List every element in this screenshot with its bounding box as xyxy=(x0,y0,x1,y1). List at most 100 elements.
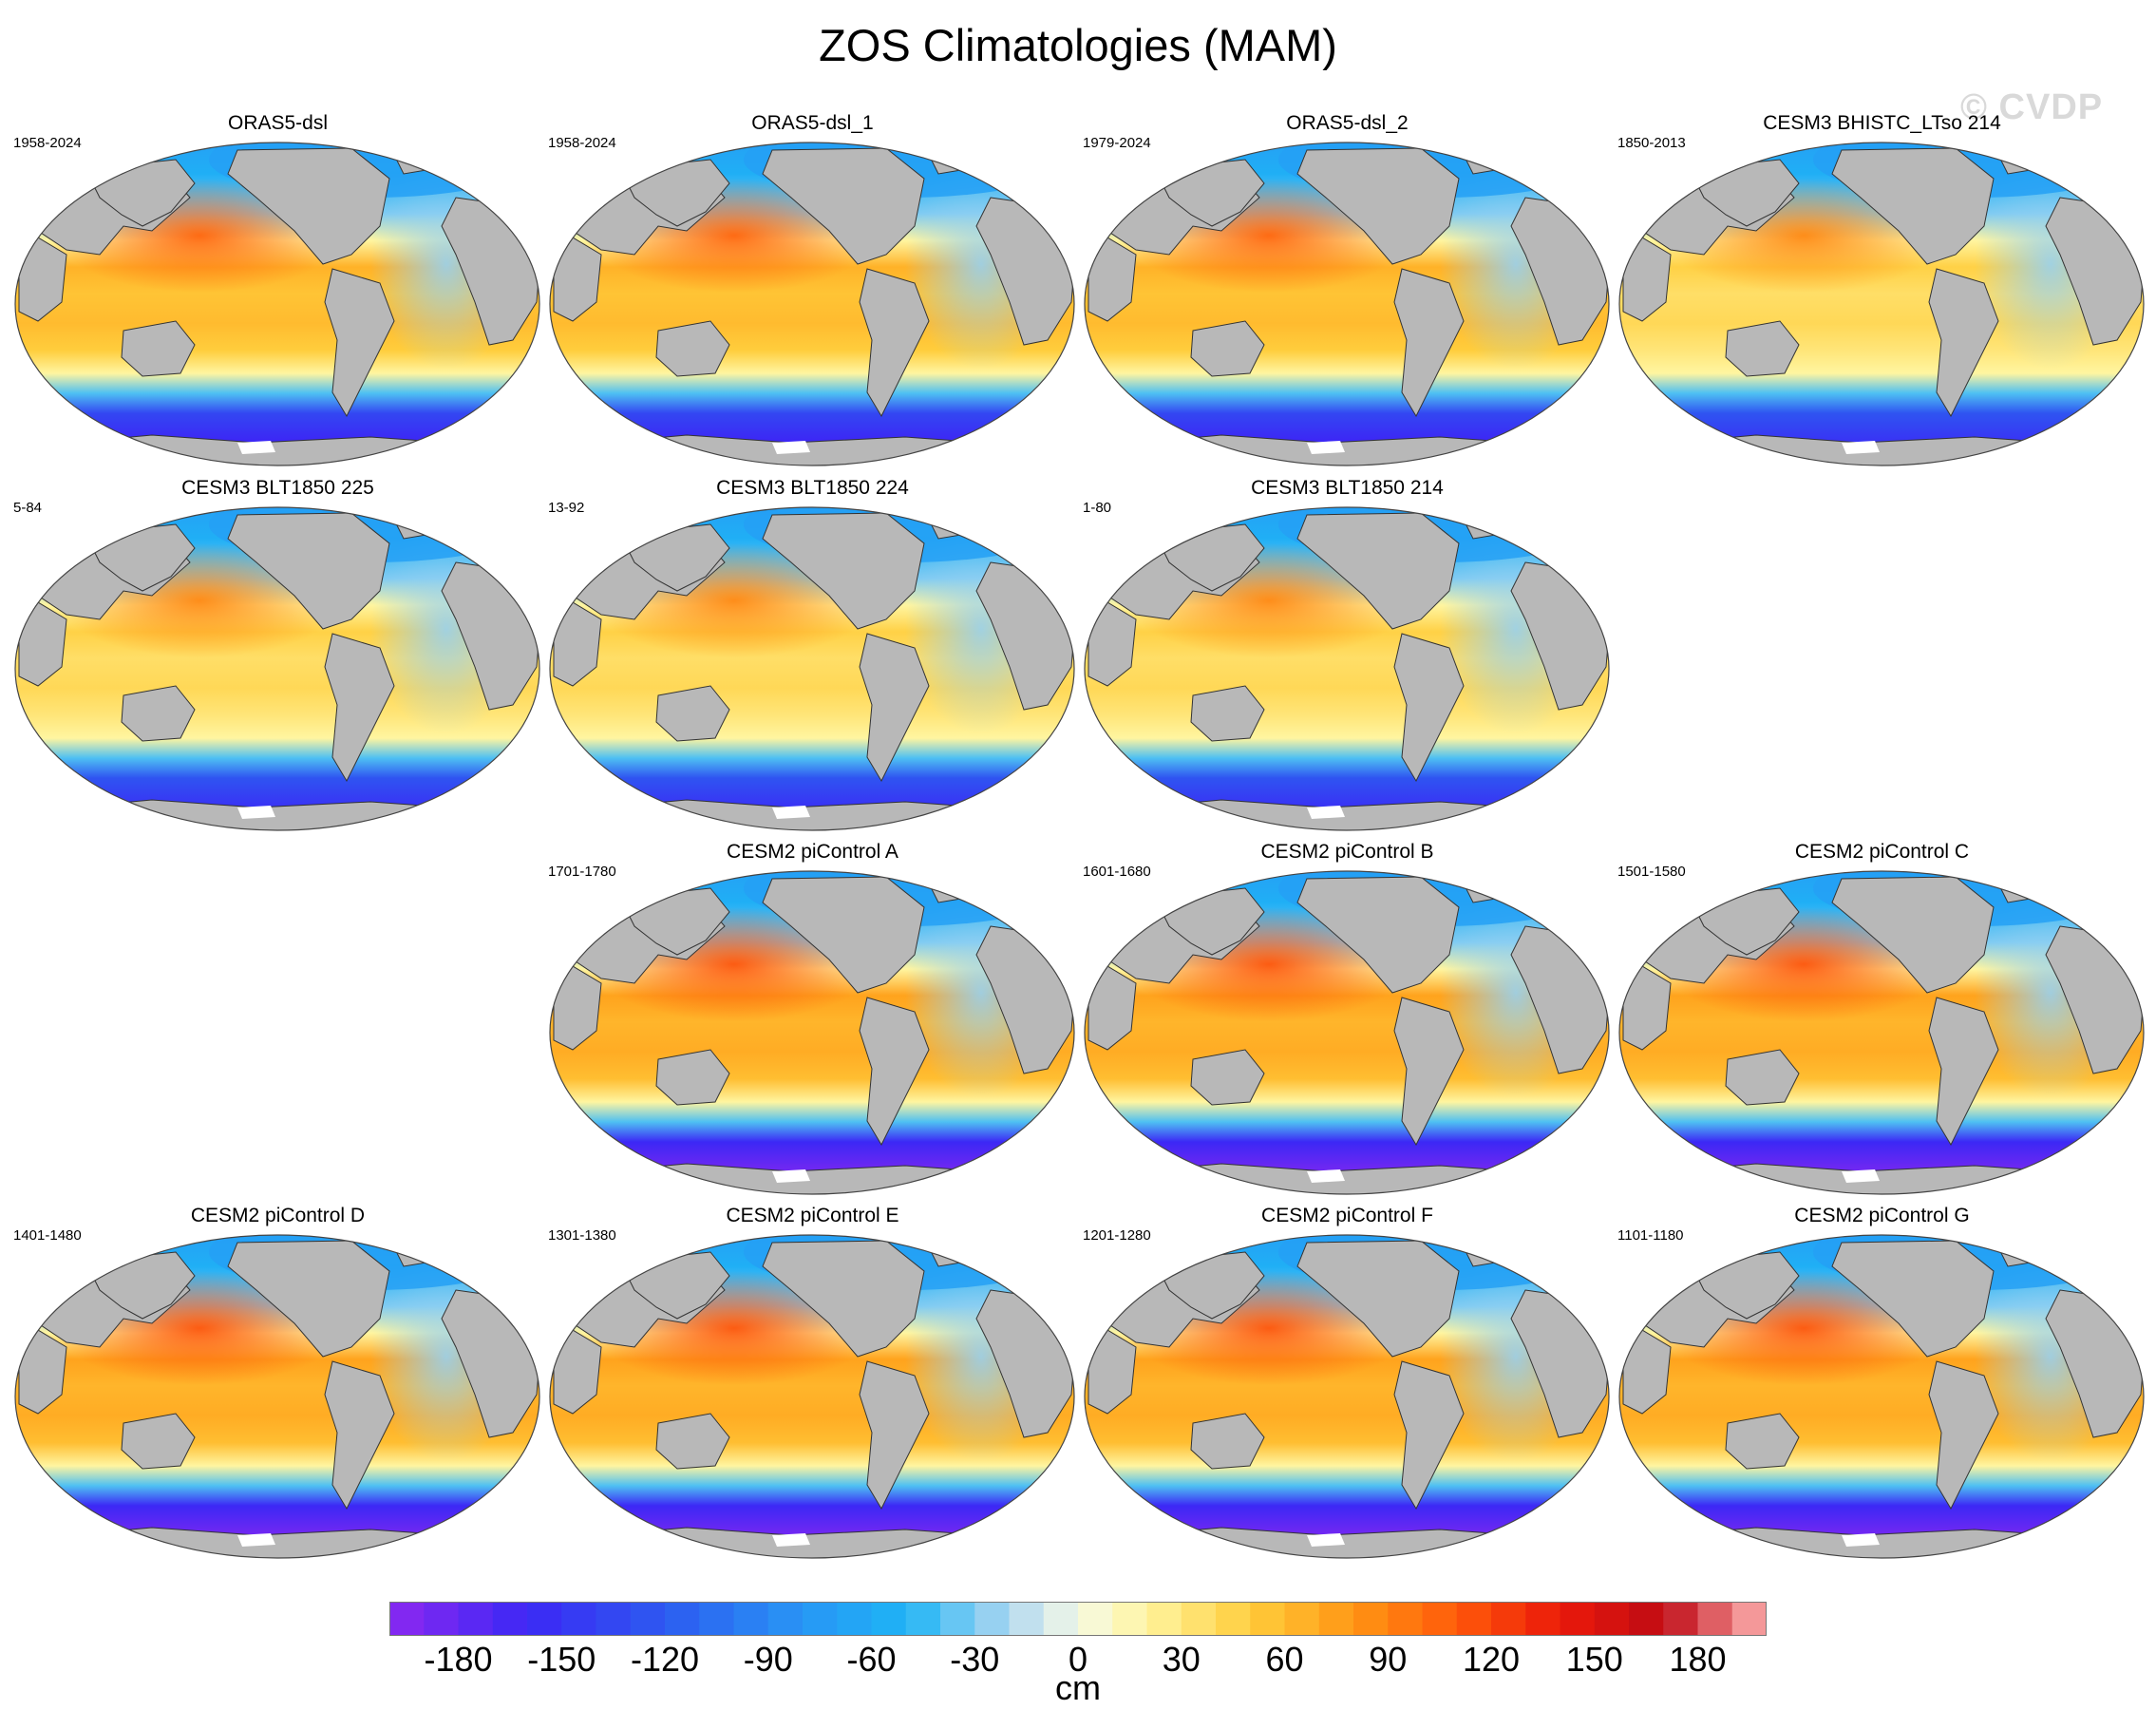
panel-title: CESM3 BLT1850 214 xyxy=(1251,477,1444,499)
colorbar-tick-label: 0 xyxy=(1068,1640,1088,1679)
colorbar-tick-label: -150 xyxy=(527,1640,596,1679)
map-panel: CESM3 BLT1850 214 1-80 xyxy=(1079,477,1616,847)
map-plot xyxy=(1084,506,1610,831)
panel-years: 1850-2013 xyxy=(1617,135,1686,151)
panel-title: CESM2 piControl D xyxy=(190,1205,366,1226)
map-plot xyxy=(549,870,1075,1195)
colorbar-bin xyxy=(1284,1602,1320,1636)
colorbar-bin xyxy=(1216,1602,1251,1636)
colorbar-tick-label: 180 xyxy=(1669,1640,1727,1679)
colorbar-bin xyxy=(905,1602,941,1636)
colorbar-bin xyxy=(1594,1602,1630,1636)
map-plot xyxy=(14,506,540,831)
colorbar-bin xyxy=(767,1602,804,1636)
colorbar-tick-label: 60 xyxy=(1265,1640,1304,1679)
panel-years: 1301-1380 xyxy=(548,1227,616,1244)
colorbar-bin xyxy=(1525,1602,1560,1636)
colorbar-bin xyxy=(1629,1602,1664,1636)
colorbar-bin xyxy=(527,1602,562,1636)
colorbar-bin xyxy=(1009,1602,1045,1636)
colorbar-bin xyxy=(871,1602,907,1636)
panel-title: CESM2 piControl E xyxy=(726,1205,899,1226)
panel-years: 5-84 xyxy=(13,500,43,516)
colorbar-bin xyxy=(974,1602,1010,1636)
map-plot xyxy=(1618,142,2145,466)
colorbar-bin xyxy=(1181,1602,1217,1636)
colorbar-tick-label: 90 xyxy=(1369,1640,1408,1679)
panel-years: 1101-1180 xyxy=(1617,1227,1684,1244)
panel-title: CESM3 BHISTC_LTso 214 xyxy=(1763,112,2001,134)
colorbar-tick-label: -180 xyxy=(424,1640,493,1679)
colorbar-bin xyxy=(1422,1602,1458,1636)
map-panel: CESM3 BLT1850 224 13-92 xyxy=(544,477,1081,847)
colorbar-tick-label: -90 xyxy=(743,1640,793,1679)
colorbar-bin xyxy=(596,1602,632,1636)
panel-years: 1401-1480 xyxy=(13,1227,82,1244)
map-plot xyxy=(1618,1234,2145,1559)
colorbar-bin xyxy=(733,1602,769,1636)
panel-years: 1979-2024 xyxy=(1083,135,1151,151)
map-panel: CESM2 piControl B 1601-1680 xyxy=(1079,841,1616,1211)
colorbar-bin xyxy=(1078,1602,1113,1636)
colorbar-bin xyxy=(1112,1602,1147,1636)
colorbar-bin xyxy=(1353,1602,1389,1636)
colorbar-tick-label: -120 xyxy=(630,1640,700,1679)
colorbar-bin xyxy=(837,1602,872,1636)
colorbar-bin xyxy=(1043,1602,1079,1636)
colorbar-bin xyxy=(458,1602,494,1636)
colorbar-tick-label: 150 xyxy=(1565,1640,1623,1679)
panel-years: 1601-1680 xyxy=(1083,864,1151,880)
colorbar-bin xyxy=(940,1602,975,1636)
colorbar-bin xyxy=(665,1602,700,1636)
colorbar-tick-label: -60 xyxy=(846,1640,897,1679)
colorbar-bin xyxy=(424,1602,459,1636)
map-plot xyxy=(14,142,540,466)
colorbar-tick-label: 30 xyxy=(1162,1640,1201,1679)
panel-years: 1501-1580 xyxy=(1617,864,1686,880)
colorbar-bin xyxy=(492,1602,528,1636)
panel-years: 1201-1280 xyxy=(1083,1227,1151,1244)
map-panel: ORAS5-dsl 1958-2024 xyxy=(9,112,546,483)
colorbar-bin xyxy=(630,1602,666,1636)
panel-title: CESM2 piControl G xyxy=(1794,1205,1970,1226)
map-panel: CESM3 BHISTC_LTso 214 1850-2013 xyxy=(1614,112,2150,483)
colorbar-tick-label: 120 xyxy=(1462,1640,1521,1679)
map-panel: ORAS5-dsl_1 1958-2024 xyxy=(544,112,1081,483)
map-panel: CESM2 piControl A 1701-1780 xyxy=(544,841,1081,1211)
panel-title: CESM2 piControl C xyxy=(1794,841,1970,863)
colorbar-bin xyxy=(1663,1602,1698,1636)
colorbar-tick-label: -30 xyxy=(950,1640,1000,1679)
colorbar-bin xyxy=(1388,1602,1423,1636)
map-panel: CESM2 piControl G 1101-1180 xyxy=(1614,1205,2150,1575)
watermark: © CVDP xyxy=(1960,87,2104,127)
map-panel: CESM2 piControl D 1401-1480 xyxy=(9,1205,546,1575)
map-panel: CESM3 BLT1850 225 5-84 xyxy=(9,477,546,847)
colorbar-bin xyxy=(389,1602,425,1636)
colorbar-bin xyxy=(1697,1602,1733,1636)
map-plot xyxy=(1084,142,1610,466)
map-panel: ORAS5-dsl_2 1979-2024 xyxy=(1079,112,1616,483)
colorbar-unit-label: cm xyxy=(1055,1668,1101,1707)
map-plot xyxy=(549,142,1075,466)
map-plot xyxy=(14,1234,540,1559)
panel-years: 1-80 xyxy=(1083,500,1112,516)
panel-title: CESM3 BLT1850 224 xyxy=(716,477,909,499)
panel-title: CESM2 piControl B xyxy=(1260,841,1434,863)
colorbar-bin xyxy=(1560,1602,1596,1636)
panel-title: CESM2 piControl A xyxy=(727,841,898,863)
colorbar-bin xyxy=(803,1602,838,1636)
panel-title: ORAS5-dsl_2 xyxy=(1286,112,1409,134)
colorbar-bin xyxy=(1456,1602,1492,1636)
colorbar-bin xyxy=(699,1602,734,1636)
panel-title: ORAS5-dsl xyxy=(227,112,329,134)
panel-years: 13-92 xyxy=(548,500,585,516)
panel-years: 1958-2024 xyxy=(13,135,82,151)
map-plot xyxy=(1084,870,1610,1195)
figure-title: ZOS Climatologies (MAM) xyxy=(819,20,1337,70)
map-plot xyxy=(1618,870,2145,1195)
colorbar-bin xyxy=(1318,1602,1354,1636)
colorbar-bin xyxy=(1146,1602,1182,1636)
map-plot xyxy=(549,506,1075,831)
colorbar-bin xyxy=(561,1602,596,1636)
panel-title: CESM3 BLT1850 225 xyxy=(181,477,374,499)
